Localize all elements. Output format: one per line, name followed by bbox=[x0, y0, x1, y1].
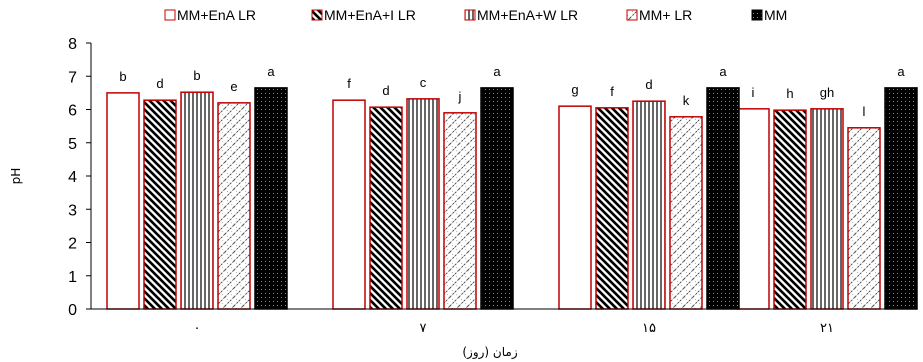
legend: MM+EnA LR MM+EnA+I LR MM+EnA+W LR MM+ LR MM bbox=[164, 7, 787, 23]
legend-item: MM+ LR bbox=[626, 7, 692, 23]
legend-label: MM+EnA LR bbox=[177, 7, 256, 23]
bar-significance-label: h bbox=[786, 86, 793, 101]
bar bbox=[884, 87, 918, 310]
y-tick-label: 0 bbox=[68, 302, 77, 319]
bar-significance-label: d bbox=[645, 77, 652, 92]
legend-swatch bbox=[464, 9, 476, 21]
bar bbox=[669, 116, 703, 310]
bar-significance-label: gh bbox=[820, 85, 834, 100]
bar-significance-label: b bbox=[119, 69, 126, 84]
bar bbox=[773, 109, 807, 310]
bar bbox=[254, 87, 288, 310]
bar-significance-label: l bbox=[863, 104, 866, 119]
bar-series-group bbox=[106, 87, 918, 310]
bar bbox=[143, 99, 177, 310]
bar-significance-label: b bbox=[193, 68, 200, 83]
y-tick-label: 2 bbox=[68, 236, 77, 253]
bar bbox=[480, 87, 514, 310]
bar bbox=[558, 105, 592, 310]
bar bbox=[406, 98, 440, 310]
bar-significance-label: a bbox=[493, 64, 501, 79]
legend-swatch bbox=[751, 9, 763, 21]
y-axis: 0 1 2 3 4 5 6 7 8 bbox=[68, 36, 92, 319]
bar-significance-label: a bbox=[719, 64, 727, 79]
legend-item: MM+EnA LR bbox=[164, 7, 256, 23]
bar bbox=[332, 99, 366, 310]
legend-swatch bbox=[626, 9, 638, 21]
y-axis-title: pH bbox=[9, 168, 23, 185]
legend-label: MM+EnA+W LR bbox=[477, 7, 578, 23]
x-axis: ۰ ۷ ۱۵ ۲۱ bbox=[91, 308, 915, 336]
bar-significance-label: g bbox=[571, 82, 578, 97]
bar bbox=[180, 91, 214, 310]
y-tick-label: 6 bbox=[68, 103, 77, 120]
legend-swatch bbox=[311, 9, 323, 21]
y-tick-label: 3 bbox=[68, 202, 77, 219]
bar bbox=[595, 107, 629, 310]
bar bbox=[706, 87, 740, 310]
bar bbox=[106, 92, 140, 310]
y-tick-label: 5 bbox=[68, 136, 77, 153]
legend-label: MM+EnA+I LR bbox=[324, 7, 416, 23]
x-tick-label: ۲۱ bbox=[820, 321, 834, 336]
bar bbox=[736, 108, 770, 310]
bar-significance-label: d bbox=[382, 83, 389, 98]
y-tick-label: 4 bbox=[68, 169, 77, 186]
x-axis-title: زمان (روز) bbox=[462, 345, 517, 360]
bar bbox=[847, 127, 881, 310]
legend-item: MM+EnA+I LR bbox=[311, 7, 416, 23]
bar-labels-group: b f g i d d f h b c d gh e j k l a a a a bbox=[119, 64, 905, 119]
legend-item: MM+EnA+W LR bbox=[464, 7, 578, 23]
legend-label: MM bbox=[764, 7, 787, 23]
x-tick-label: ۰ bbox=[194, 321, 201, 336]
legend-label: MM+ LR bbox=[639, 7, 692, 23]
bar bbox=[810, 108, 844, 310]
y-tick-label: 8 bbox=[68, 36, 77, 53]
y-tick-label: 1 bbox=[68, 269, 77, 286]
bar-significance-label: a bbox=[267, 64, 275, 79]
legend-swatch bbox=[164, 9, 176, 21]
y-tick-label: 7 bbox=[68, 69, 77, 86]
x-tick-label: ۱۵ bbox=[642, 321, 656, 336]
bar-significance-label: d bbox=[156, 76, 163, 91]
bar-significance-label: j bbox=[458, 89, 462, 104]
bar bbox=[632, 100, 666, 310]
bar bbox=[369, 106, 403, 310]
bar-significance-label: f bbox=[347, 76, 351, 91]
bar bbox=[217, 102, 251, 310]
legend-item: MM bbox=[751, 7, 787, 23]
bar-significance-label: e bbox=[230, 79, 237, 94]
x-tick-label: ۷ bbox=[420, 321, 427, 336]
bar-significance-label: k bbox=[683, 93, 690, 108]
bar-significance-label: i bbox=[752, 85, 755, 100]
bar-significance-label: a bbox=[897, 64, 905, 79]
bar-significance-label: f bbox=[610, 84, 614, 99]
bar bbox=[443, 112, 477, 310]
bar-significance-label: c bbox=[420, 75, 427, 90]
